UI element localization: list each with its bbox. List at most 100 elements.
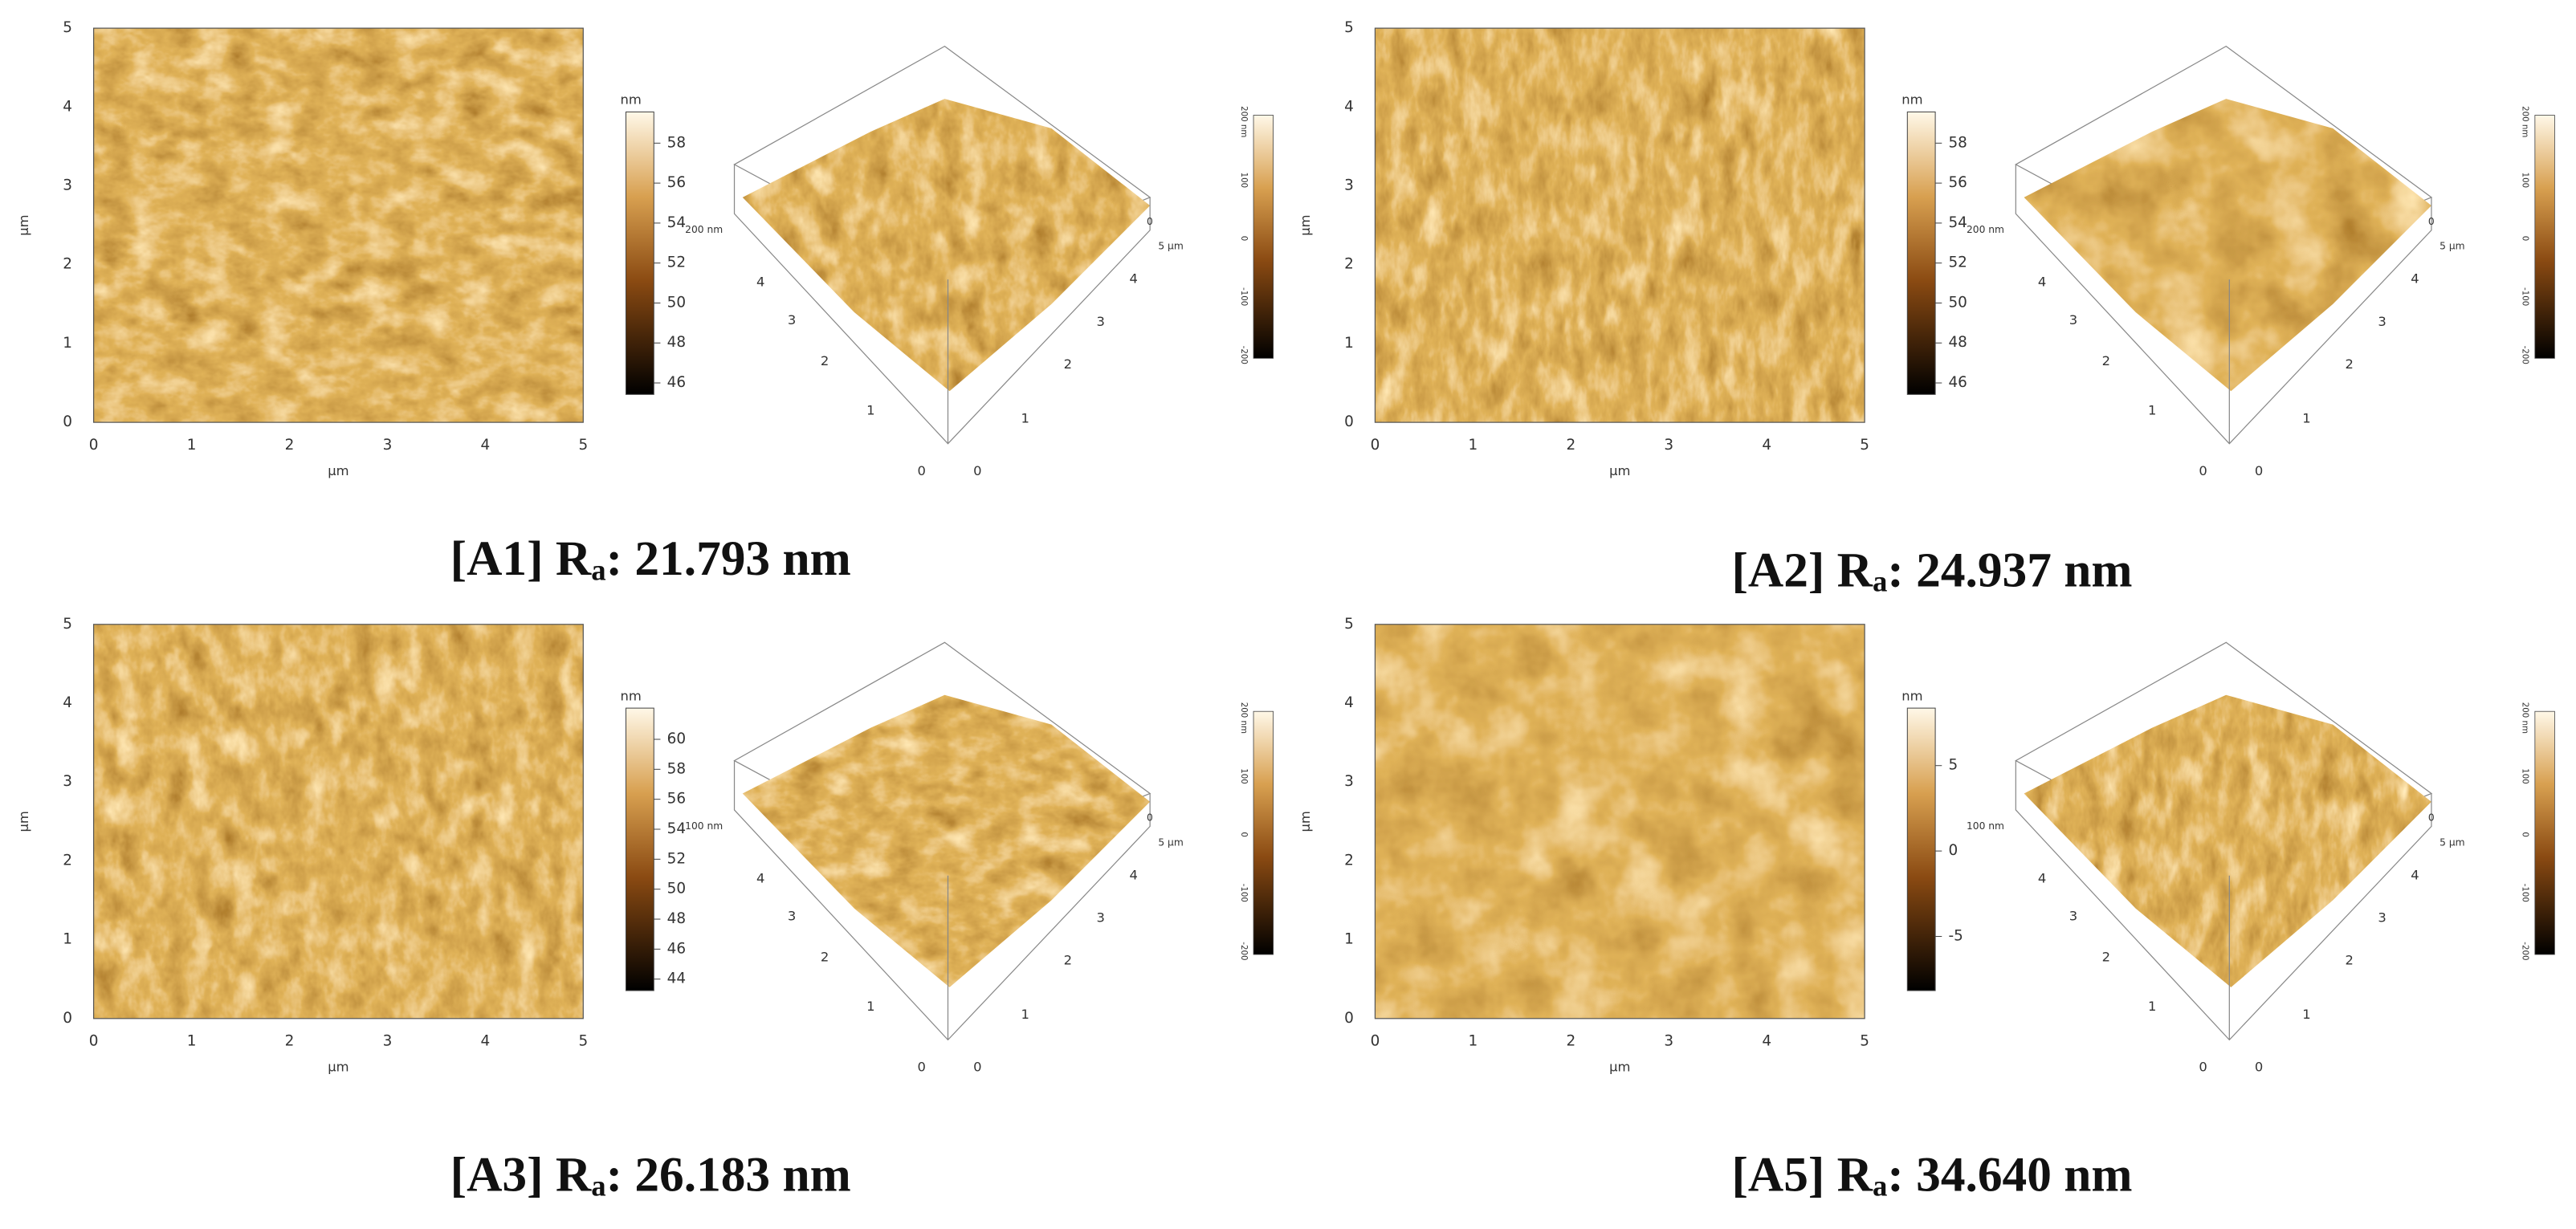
- right-axis-tick-label: 3: [2378, 314, 2386, 329]
- afm-3d-surface: [2024, 99, 2431, 392]
- left-axis-tick-label: 4: [2038, 275, 2046, 290]
- right-axis-end-label: 5 µm: [1158, 241, 1183, 252]
- caption: [A5] Ra: 34.640 nm: [1731, 1147, 2132, 1203]
- caption-suffix: : 24.937 nm: [1887, 543, 2132, 597]
- right-axis-tick-label: 4: [1129, 867, 1137, 882]
- right-axis-tick-label: 1: [1021, 411, 1029, 426]
- right-axis-tick-label: 4: [1129, 271, 1137, 287]
- x-tick-label: 3: [1664, 1032, 1673, 1049]
- y-axis-label: µm: [16, 214, 31, 235]
- right-axis-tick-label: 0: [2255, 1060, 2263, 1075]
- box-edges: [2015, 164, 2432, 445]
- x-tick-label: 5: [578, 1032, 588, 1049]
- colorbar-tick-label: 46: [1948, 374, 1967, 391]
- y-tick-label: 1: [63, 931, 72, 948]
- right-axis-end-label: 5 µm: [2439, 241, 2464, 252]
- x-tick-label: 5: [1860, 437, 1869, 454]
- y-tick-label: 0: [1344, 1010, 1354, 1027]
- right-axis-tick-label: 0: [973, 463, 981, 478]
- colorbar-3d-tick-label: -200: [1239, 346, 1248, 364]
- left-axis-tick-label: 3: [788, 312, 796, 328]
- x-tick-label: 2: [285, 437, 295, 454]
- colorbar: [1906, 707, 1936, 991]
- caption-prefix: [A1] R: [450, 531, 592, 586]
- x-tick-label: 4: [1762, 437, 1771, 454]
- y-tick-label: 5: [63, 19, 72, 36]
- colorbar-3d-tick-label: 0: [1239, 236, 1248, 242]
- y-tick-label: 4: [63, 98, 72, 115]
- y-tick-label: 2: [1344, 256, 1354, 273]
- right-axis-end-label: 5 µm: [2439, 836, 2464, 848]
- colorbar-3d-tick-label: -100: [1239, 287, 1248, 306]
- colorbar-3d-tick-label: -100: [2521, 287, 2529, 306]
- colorbar-tick-label: 56: [1948, 174, 1967, 191]
- colorbar: [1906, 111, 1936, 395]
- left-axis-tick-label: 1: [866, 402, 874, 417]
- left-axis-tick-label: 1: [2148, 402, 2156, 417]
- left-axis-tick-label: 3: [2069, 908, 2077, 923]
- left-axis-tick-label: 1: [866, 999, 874, 1014]
- right-axis-tick-label: 2: [2345, 953, 2353, 968]
- x-tick-label: 5: [578, 437, 588, 454]
- left-axis-tick-label: 4: [2038, 870, 2046, 885]
- left-axis-tick-label: 0: [918, 1060, 926, 1075]
- colorbar-3d-tick-label: 100: [1239, 768, 1248, 784]
- colorbar-unit: nm: [1901, 92, 1922, 108]
- left-axis-tick-label: 3: [788, 908, 796, 923]
- y-tick-label: 0: [63, 1010, 72, 1027]
- z-axis-label: 200 nm: [1967, 224, 2004, 235]
- x-tick-label: 4: [481, 1032, 491, 1049]
- left-axis-tick-label: 2: [2102, 950, 2110, 965]
- afm-3d-surface: [742, 99, 1151, 392]
- right-axis-tick-label: 2: [1064, 953, 1072, 968]
- colorbar-tick-label: 50: [667, 294, 686, 311]
- x-tick-label: 4: [1762, 1032, 1771, 1049]
- right-axis-tick-label: 3: [2378, 910, 2386, 925]
- colorbar-tick-label: 50: [667, 881, 686, 897]
- x-tick-label: 0: [1371, 437, 1380, 454]
- afm-2d-image: [93, 624, 584, 1019]
- image-frame: [1374, 624, 1865, 1019]
- y-axis-label: µm: [16, 811, 31, 832]
- colorbar-3d-tick-label: 200 nm: [1239, 702, 1248, 734]
- colorbar-tick-label: 52: [1948, 254, 1967, 271]
- image-frame: [1374, 27, 1865, 423]
- caption-subscript: a: [1873, 565, 1887, 598]
- afm-2d-image: [1375, 28, 1865, 423]
- x-tick-label: 1: [1469, 437, 1478, 454]
- x-tick-label: 2: [1566, 1032, 1575, 1049]
- colorbar-3d-tick-label: 100: [1239, 173, 1248, 189]
- colorbar-tick-label: 46: [667, 940, 686, 957]
- right-axis-tick-label: 0: [973, 1060, 981, 1075]
- image-frame: [93, 27, 584, 423]
- right-axis-tick-label: 3: [1097, 910, 1105, 925]
- colorbar-3d-tick-label: -200: [2521, 942, 2529, 960]
- y-tick-label: 0: [63, 413, 72, 430]
- colorbar-3d: [1253, 710, 1274, 955]
- y-tick-label: 2: [63, 256, 72, 273]
- colorbar-tick-label: 48: [667, 910, 686, 927]
- afm-2d-image: [93, 28, 584, 423]
- x-tick-label: 1: [187, 1032, 197, 1049]
- colorbar-3d-tick-label: 200 nm: [2521, 702, 2529, 734]
- right-axis-end-label: 5 µm: [1158, 836, 1183, 848]
- y-tick-label: 2: [1344, 852, 1354, 869]
- colorbar-unit: nm: [1901, 688, 1922, 703]
- colorbar-tick-label: 44: [667, 971, 686, 987]
- colorbar-tick-label: 48: [1948, 334, 1967, 351]
- x-tick-label: 0: [89, 437, 99, 454]
- y-tick-label: 4: [63, 694, 72, 711]
- right-top-label: 0: [1147, 812, 1153, 824]
- image-frame: [93, 624, 584, 1019]
- x-tick-label: 3: [1664, 437, 1673, 454]
- z-axis-label: 200 nm: [685, 224, 723, 235]
- colorbar-3d-tick-label: 200 nm: [1239, 106, 1248, 137]
- colorbar-tick-label: 56: [667, 791, 686, 808]
- colorbar-unit: nm: [620, 92, 641, 108]
- box-edges: [733, 164, 1151, 445]
- y-tick-label: 1: [63, 335, 72, 352]
- colorbar-3d-tick-label: 200 nm: [2521, 106, 2529, 137]
